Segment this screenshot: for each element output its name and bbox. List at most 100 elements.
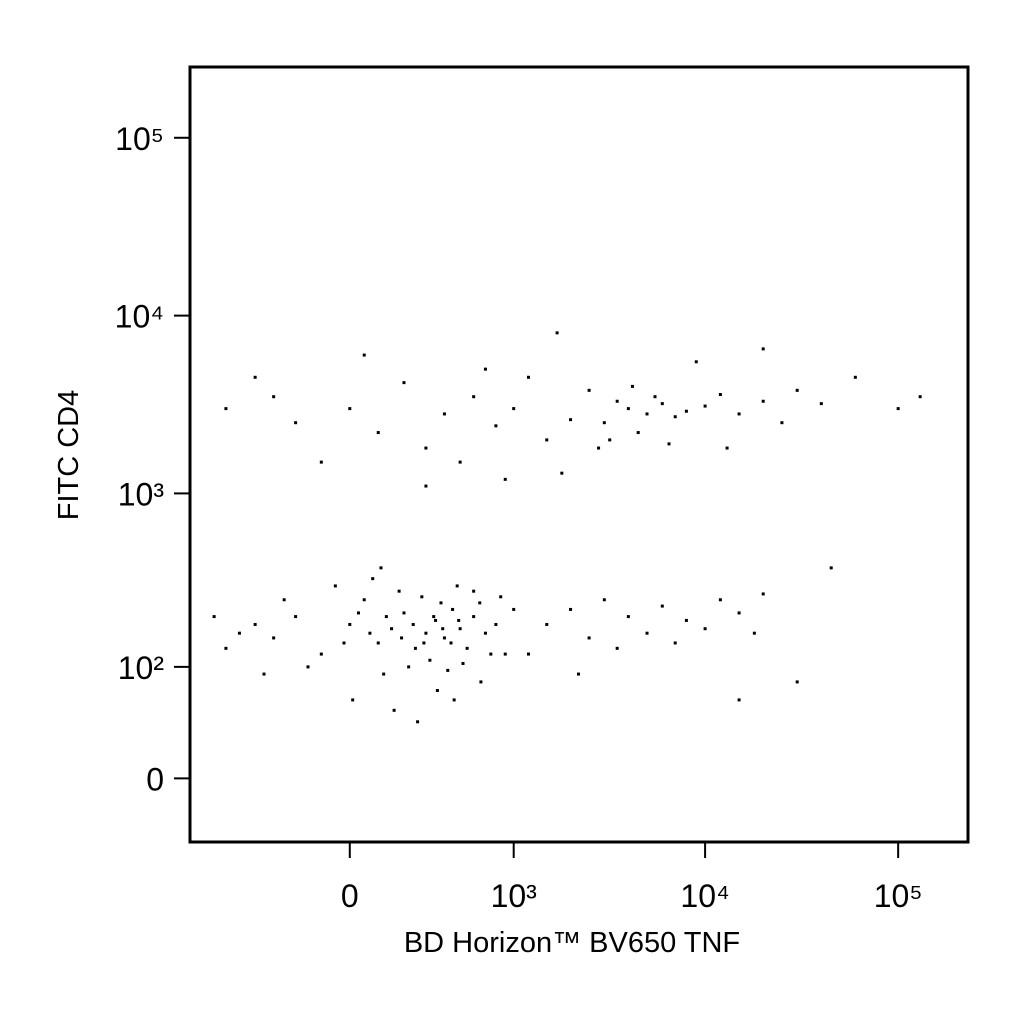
dot — [918, 395, 922, 399]
dot — [376, 641, 380, 645]
dot — [795, 388, 799, 392]
dot — [667, 442, 671, 446]
dot — [282, 598, 286, 602]
y-axis-label: FITC CD4 — [53, 390, 85, 521]
dot — [737, 611, 741, 615]
x-tick-label: 10⁴ — [680, 878, 729, 914]
dot — [424, 631, 428, 635]
dot — [272, 636, 276, 640]
dot — [392, 708, 396, 712]
dot — [407, 665, 411, 669]
dot — [413, 646, 417, 650]
dot — [660, 604, 664, 608]
dot — [420, 595, 424, 599]
dot — [441, 627, 445, 631]
dot — [483, 631, 487, 635]
y-tick-label: 10² — [118, 650, 165, 686]
dot — [458, 627, 462, 631]
dot — [348, 622, 352, 626]
dot — [379, 566, 383, 570]
dot — [397, 589, 401, 593]
dot — [615, 399, 619, 403]
dot — [499, 595, 503, 599]
dot — [494, 622, 498, 626]
dot — [684, 409, 688, 413]
plot-frame — [188, 65, 970, 844]
dot — [576, 672, 580, 676]
dot — [725, 446, 729, 450]
dot — [351, 698, 355, 702]
dot — [673, 641, 677, 645]
dot — [253, 375, 257, 379]
dot — [472, 615, 476, 619]
dot — [306, 665, 310, 669]
dot — [472, 395, 476, 399]
dot — [253, 622, 257, 626]
y-tick-label: 10⁵ — [115, 121, 164, 157]
dot — [645, 631, 649, 635]
dot — [737, 698, 741, 702]
dot — [526, 652, 530, 656]
dot — [348, 407, 352, 411]
dot — [376, 431, 380, 435]
dot — [428, 658, 432, 662]
dot — [390, 627, 394, 631]
dot — [424, 446, 428, 450]
dot — [819, 402, 823, 406]
dot — [780, 421, 784, 425]
dot — [602, 421, 606, 425]
dot — [400, 636, 404, 640]
dot — [416, 720, 420, 724]
dot — [479, 680, 483, 684]
dot — [752, 631, 756, 635]
dot — [224, 646, 228, 650]
dot — [452, 698, 456, 702]
dot — [442, 636, 446, 640]
y-tick-label: 10⁴ — [115, 299, 164, 335]
dot — [384, 615, 388, 619]
dot — [494, 424, 498, 428]
dot — [422, 641, 426, 645]
dot — [660, 402, 664, 406]
dot — [434, 618, 438, 622]
dot — [615, 646, 619, 650]
dot — [424, 484, 428, 488]
dot — [362, 353, 366, 357]
dot — [718, 393, 722, 397]
dot — [382, 672, 386, 676]
y-tick-label: 0 — [146, 761, 164, 797]
dot — [224, 407, 228, 411]
dot — [461, 661, 465, 665]
dot — [342, 641, 346, 645]
dot — [684, 618, 688, 622]
x-axis-label: BD Horizon™ BV650 TNF — [404, 927, 740, 959]
dot — [560, 471, 564, 475]
dot — [368, 631, 372, 635]
dot — [237, 631, 241, 635]
x-tick-label: 0 — [341, 878, 359, 914]
dot — [272, 395, 276, 399]
dot — [718, 598, 722, 602]
dot — [465, 646, 469, 650]
dot — [333, 584, 337, 588]
dot — [489, 652, 493, 656]
dot — [630, 384, 634, 388]
dot — [449, 641, 453, 645]
dot — [356, 611, 360, 615]
dot — [569, 607, 573, 611]
dot — [626, 615, 630, 619]
dot — [795, 680, 799, 684]
dot — [262, 672, 266, 676]
dot — [626, 407, 630, 411]
dot — [294, 615, 298, 619]
dot — [608, 438, 612, 442]
dot — [545, 438, 549, 442]
dot — [636, 431, 640, 435]
dot — [439, 601, 443, 605]
dot — [597, 446, 601, 450]
dot — [451, 607, 455, 611]
dot — [512, 607, 516, 611]
dot — [653, 395, 657, 399]
dot — [472, 589, 476, 593]
